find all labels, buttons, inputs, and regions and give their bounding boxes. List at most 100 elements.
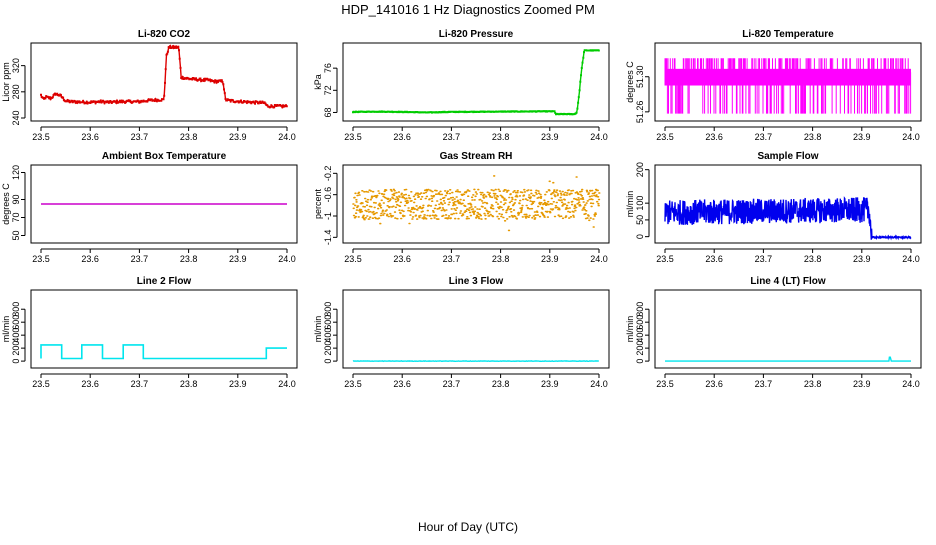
x-tick-label: 24.0 xyxy=(590,379,608,389)
series-li-820-temperature xyxy=(665,58,911,113)
x-tick-label: 24.0 xyxy=(278,379,296,389)
x-tick-label: 23.5 xyxy=(32,254,50,264)
y-tick-label: 51.30 xyxy=(635,65,645,88)
panel-title-sample-flow: Sample Flow xyxy=(757,151,818,162)
y-tick-label: 90 xyxy=(11,194,21,204)
x-tick-label: 23.9 xyxy=(853,379,871,389)
y-axis-label: ml/min xyxy=(313,316,323,343)
x-tick-label: 23.7 xyxy=(755,379,773,389)
x-tick-label: 23.8 xyxy=(180,254,198,264)
x-tick-label: 24.0 xyxy=(590,254,608,264)
plot-frame xyxy=(31,290,297,368)
x-tick-label: 24.0 xyxy=(278,132,296,142)
x-tick-label: 23.6 xyxy=(705,379,723,389)
x-tick-label: 23.5 xyxy=(344,132,362,142)
y-tick-label: 280 xyxy=(11,84,21,99)
panel-title-line-4-lt-flow: Line 4 (LT) Flow xyxy=(750,276,826,287)
x-tick-label: 23.9 xyxy=(853,254,871,264)
x-tick-label: 23.8 xyxy=(180,379,198,389)
y-tick-label: 70 xyxy=(11,212,21,222)
x-tick-label: 24.0 xyxy=(902,254,920,264)
x-tick-label: 23.5 xyxy=(32,132,50,142)
x-tick-label: 23.5 xyxy=(656,379,674,389)
y-tick-label: 51.26 xyxy=(635,101,645,124)
x-tick-label: 23.9 xyxy=(229,132,247,142)
x-tick-label: 23.7 xyxy=(443,254,461,264)
y-axis-label: ml/min xyxy=(625,191,635,218)
x-tick-label: 23.5 xyxy=(344,254,362,264)
temperature-trace xyxy=(665,58,911,113)
y-axis-label: degrees C xyxy=(625,61,635,103)
plot-frame xyxy=(655,290,921,368)
panel-ambient-box-temperature: Ambient Box Temperature 23.5 23.6 23.7 23.8 2… xyxy=(1,151,297,264)
panel-title-ambient-box-temperature: Ambient Box Temperature xyxy=(102,151,227,162)
x-tick-label: 23.6 xyxy=(81,132,99,142)
series-line-4-lt-flow xyxy=(665,357,911,361)
x-tick-label: 24.0 xyxy=(278,254,296,264)
y-axis-label: ml/min xyxy=(1,316,11,343)
x-tick-label: 23.7 xyxy=(131,132,149,142)
panel-title-line-3-flow: Line 3 Flow xyxy=(449,276,504,287)
series-li-820-pressure xyxy=(352,49,600,115)
x-tick-label: 23.7 xyxy=(755,254,773,264)
y-tick-label: 120 xyxy=(11,165,21,180)
x-tick-label: 23.7 xyxy=(131,379,149,389)
x-tick-label: 23.6 xyxy=(705,254,723,264)
panel-title-li-820-co2: Li-820 CO2 xyxy=(138,29,191,40)
panel-title-line-2-flow: Line 2 Flow xyxy=(137,276,192,287)
x-tick-label: 24.0 xyxy=(902,132,920,142)
y-tick-label: 320 xyxy=(11,58,21,73)
y-tick-label: 76 xyxy=(323,63,333,73)
y-axis-label: degrees C xyxy=(1,183,11,225)
x-tick-label: 23.6 xyxy=(81,379,99,389)
x-tick-label: 23.7 xyxy=(131,254,149,264)
figure-title: HDP_141016 1 Hz Diagnostics Zoomed PM xyxy=(341,2,595,17)
x-tick-label: 23.9 xyxy=(541,132,559,142)
x-tick-label: 23.6 xyxy=(81,254,99,264)
x-tick-label: 23.8 xyxy=(180,132,198,142)
sample-flow-line xyxy=(665,197,911,239)
x-axis-label: Hour of Day (UTC) xyxy=(418,520,518,534)
li-820-pressure-line xyxy=(353,50,599,114)
x-tick-label: 23.6 xyxy=(705,132,723,142)
panel-title-li-820-temperature: Li-820 Temperature xyxy=(742,29,834,40)
line-4-lt-flow-line xyxy=(665,357,911,361)
y-tick-label: 100 xyxy=(635,196,645,211)
x-tick-label: 23.5 xyxy=(32,379,50,389)
x-tick-label: 23.8 xyxy=(804,132,822,142)
y-tick-label: 800 xyxy=(323,302,333,317)
y-tick-label: -1 xyxy=(323,212,333,220)
x-tick-label: 23.8 xyxy=(492,132,510,142)
x-tick-label: 23.8 xyxy=(804,254,822,264)
y-tick-label: 0 xyxy=(635,359,645,364)
y-tick-label: 200 xyxy=(635,162,645,177)
panel-title-gas-stream-rh: Gas Stream RH xyxy=(440,151,513,162)
panel-title-li-820-pressure: Li-820 Pressure xyxy=(439,29,514,40)
x-tick-label: 23.5 xyxy=(344,379,362,389)
series-line-2-flow xyxy=(41,345,287,359)
y-tick-label: 72 xyxy=(323,85,333,95)
plot-frame xyxy=(343,43,609,121)
y-tick-label: -0.2 xyxy=(323,166,333,182)
x-tick-label: 24.0 xyxy=(590,132,608,142)
li-820-co2-markers xyxy=(40,45,288,109)
y-axis-label: Licor ppm xyxy=(1,62,11,102)
y-tick-label: 68 xyxy=(323,107,333,117)
x-tick-label: 23.7 xyxy=(443,379,461,389)
x-tick-label: 23.7 xyxy=(443,132,461,142)
y-axis-label: kPa xyxy=(313,74,323,90)
x-tick-label: 24.0 xyxy=(902,379,920,389)
y-tick-label: 0 xyxy=(11,359,21,364)
y-tick-label: 0 xyxy=(323,359,333,364)
x-tick-label: 23.5 xyxy=(656,254,674,264)
plot-frame xyxy=(343,165,609,243)
x-tick-label: 23.9 xyxy=(541,254,559,264)
